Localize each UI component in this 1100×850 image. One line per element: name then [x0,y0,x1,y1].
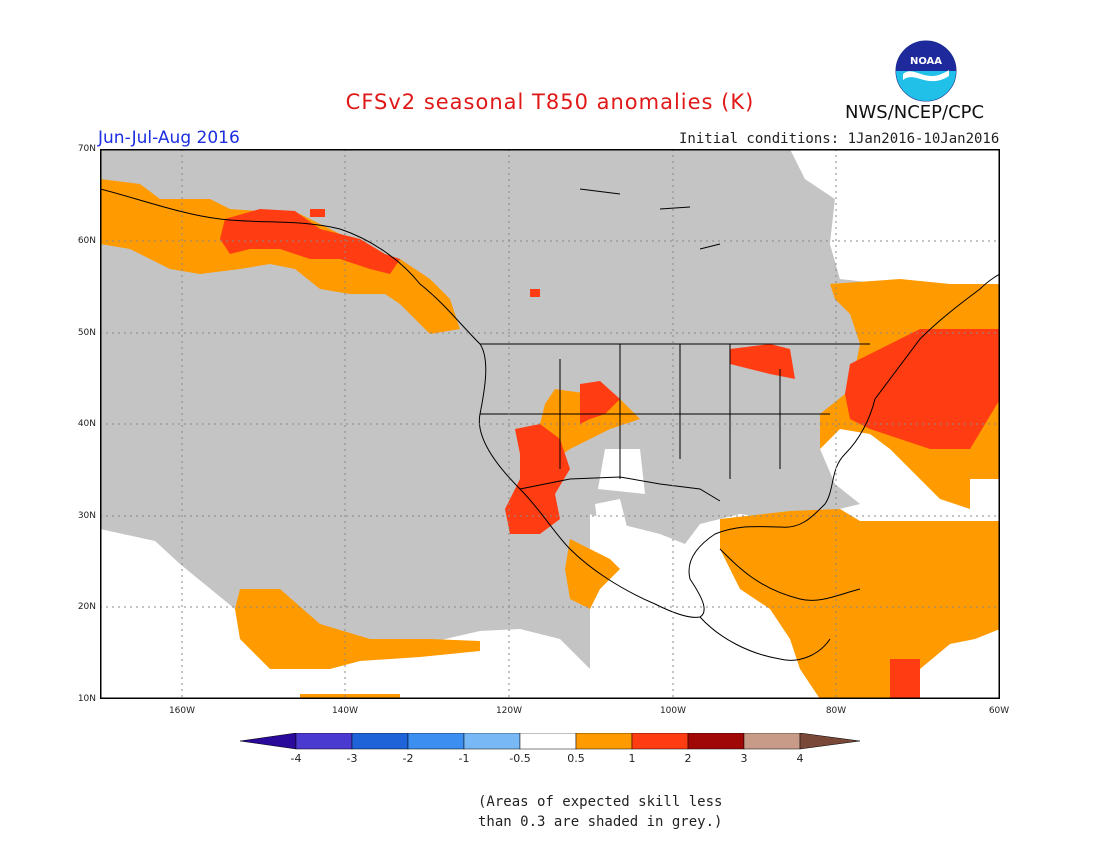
lon-label-100w: 100W [659,706,687,716]
coastlines-and-borders [100,188,1000,661]
colorbar-swatch-neutral [519,733,577,750]
red-anomaly-regions [220,209,1000,699]
lat-label-70n: 70N [77,144,96,154]
colorbar-swatch-2-3 [687,733,745,750]
lon-label-80w: 80W [825,706,847,716]
agency-name: NWS/NCEP/CPC [845,102,985,123]
lat-label-10n: 10N [77,694,96,704]
colorbar-label: 3 [740,752,748,765]
colorbar-swatch-lt-4 [240,733,297,750]
logo-text: NOAA [910,56,942,67]
lon-label-140w: 140W [331,706,359,716]
initial-conditions: Initial conditions: 1Jan2016-10Jan2016 [679,131,1000,147]
colorbar-label: -2 [402,752,414,765]
colorbar-label: -1 [458,752,470,765]
map-title: CFSv2 seasonal T850 anomalies (K) [345,90,755,114]
colorbar-swatch-m1-m05 [463,733,521,750]
skill-note: (Areas of expected skill less than 0.3 a… [478,792,722,832]
skill-note-line-1: (Areas of expected skill less [478,794,723,810]
grey-low-skill-region [100,149,900,669]
colorbar-swatch-3-4 [743,733,801,750]
lat-label-30n: 30N [77,511,96,521]
colorbar-label: 4 [796,752,804,765]
white-gaps [595,149,1000,544]
colorbar-swatch-gt-4 [799,733,860,750]
lat-label-40n: 40N [77,419,96,429]
colorbar-label: 2 [684,752,692,765]
colorbar-label: -3 [346,752,358,765]
graticule [100,149,1000,699]
colorbar [240,733,860,750]
lon-label-120w: 120W [495,706,523,716]
lat-label-60n: 60N [77,236,96,246]
lon-label-160w: 160W [168,706,196,716]
colorbar-swatch-m2-m1 [407,733,465,750]
colorbar-label: 1 [628,752,636,765]
lat-label-20n: 20N [77,602,96,612]
colorbar-swatch-1-2 [631,733,689,750]
anomaly-map [100,149,1000,699]
map-frame [100,149,1000,699]
colorbar-swatch-m4-m3 [295,733,353,750]
colorbar-swatch-05-1 [575,733,633,750]
forecast-period: Jun-Jul-Aug 2016 [98,128,240,148]
skill-note-line-2: than 0.3 are shaded in grey.) [478,814,723,830]
colorbar-label: 0.5 [567,752,585,765]
noaa-logo: NOAA [895,40,957,102]
colorbar-label: -0.5 [509,752,531,765]
colorbar-swatch-m3-m2 [351,733,409,750]
lon-label-60w: 60W [988,706,1010,716]
colorbar-label: -4 [290,752,302,765]
lat-label-50n: 50N [77,328,96,338]
